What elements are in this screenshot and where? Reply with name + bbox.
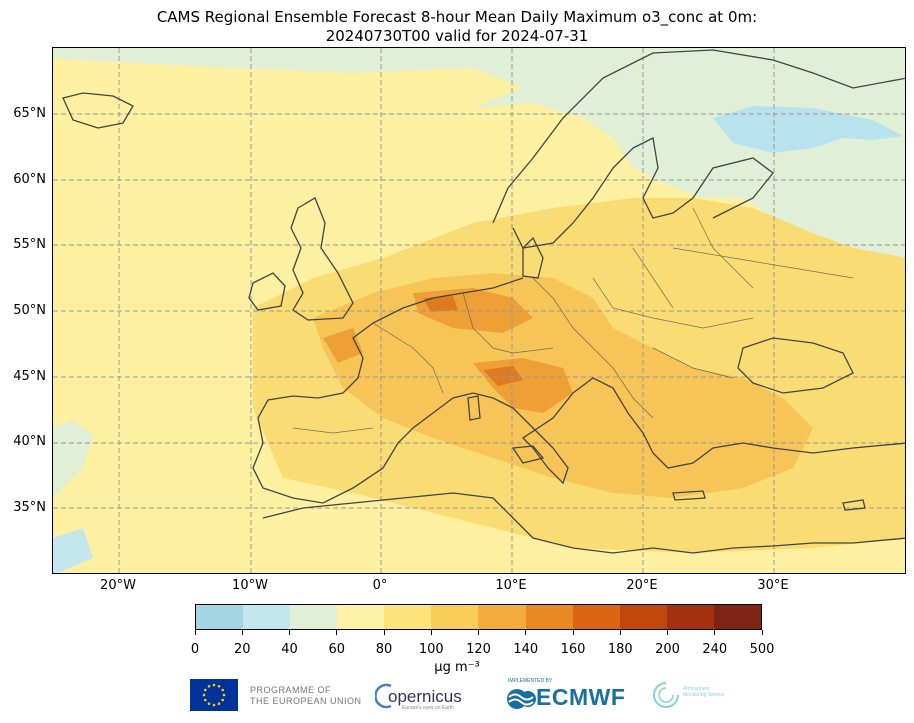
lon-label: 0° xyxy=(372,578,388,593)
coastlines xyxy=(62,49,905,554)
graticule xyxy=(53,48,905,573)
colorbar-tick-mark xyxy=(194,630,196,635)
coast-black-sea xyxy=(737,337,854,394)
colorbar-bin xyxy=(478,605,526,629)
colorbar-bin xyxy=(290,605,338,629)
colorbar-tick-label: 500 xyxy=(749,642,775,657)
colorbar xyxy=(195,604,762,630)
colorbar-tick-label: 160 xyxy=(560,642,586,657)
eu-flag-logo xyxy=(190,679,238,711)
lat-label: 45°N xyxy=(13,369,46,384)
field-20-40-finland xyxy=(713,106,903,153)
atmosphere-service-text: Atmosphere Monitoring Service xyxy=(683,686,725,698)
copernicus-c-icon xyxy=(375,683,392,709)
title-line-1: CAMS Regional Ensemble Forecast 8-hour M… xyxy=(156,8,758,26)
colorbar-tick-mark xyxy=(619,630,621,635)
field-40-60-atlantic xyxy=(53,420,93,498)
ozone-map[interactable] xyxy=(52,47,906,574)
colorbar-tick-label: 0 xyxy=(190,642,200,657)
map-canvas xyxy=(53,48,905,573)
field-20-40-atlantic xyxy=(53,528,93,573)
coast-ireland xyxy=(248,272,286,311)
field-140-160-france xyxy=(323,328,363,363)
lat-label: 65°N xyxy=(13,106,46,121)
colorbar-bin xyxy=(619,605,667,629)
coast-atlantic-iberia xyxy=(252,277,524,504)
colorbar-bin xyxy=(713,605,761,629)
colorbar-tick-mark xyxy=(478,630,479,635)
borders xyxy=(292,207,854,434)
lat-label: 35°N xyxy=(13,500,46,515)
lon-label: 30°E xyxy=(757,578,789,593)
lat-label: 50°N xyxy=(13,303,46,318)
colorbar-tick-label: 180 xyxy=(607,642,633,657)
colorbar-tick-mark xyxy=(761,630,763,635)
colorbar-bin xyxy=(384,605,432,629)
coast-scandinavia-west xyxy=(492,49,905,224)
eu-programme-text: PROGRAMME OF THE EUROPEAN UNION xyxy=(250,685,362,706)
coast-denmark xyxy=(522,236,544,279)
colorbar-tick-mark xyxy=(572,630,574,635)
colorbar-tick-label: 100 xyxy=(418,642,444,657)
title-line-2: 20240730T00 valid for 2024-07-31 xyxy=(325,27,589,45)
coast-iceland xyxy=(62,92,134,129)
ecmwf-wave-icon xyxy=(507,689,536,709)
map-title: CAMS Regional Ensemble Forecast 8-hour M… xyxy=(0,8,914,46)
logo-strip: PROGRAMME OF THE EUROPEAN UNION opernicu… xyxy=(190,676,790,716)
colorbar-tick-mark xyxy=(525,630,527,635)
coast-crete xyxy=(672,490,706,501)
colorbar-units: µg m⁻³ xyxy=(434,660,480,675)
colorbar-tick-mark xyxy=(430,630,432,635)
colorbar-tick-mark xyxy=(714,630,716,635)
coast-sicily xyxy=(511,445,545,464)
lon-label: 10°W xyxy=(232,578,268,593)
colorbar-bin xyxy=(666,605,714,629)
lat-label: 60°N xyxy=(13,172,46,187)
coast-africa xyxy=(262,492,905,554)
colorbar-tick-label: 240 xyxy=(702,642,728,657)
colorbar-tick-mark xyxy=(667,630,668,635)
field-60-80-band xyxy=(53,58,523,128)
lon-label: 20°W xyxy=(100,578,136,593)
copernicus-tagline: Europe's eyes on Earth xyxy=(402,705,454,711)
colorbar-tick-mark xyxy=(289,630,290,635)
colorbar-bin xyxy=(337,605,385,629)
colorbar-tick-label: 20 xyxy=(233,642,251,657)
colorbar-tick-label: 40 xyxy=(281,642,298,657)
colorbar-tick-label: 120 xyxy=(466,642,491,657)
coast-sardinia xyxy=(467,395,481,421)
colorbar-tick-mark xyxy=(383,630,385,635)
lat-label: 40°N xyxy=(13,434,46,449)
coast-med-north xyxy=(432,377,905,485)
colorbar-tick-label: 200 xyxy=(655,642,680,657)
colorbar-bin xyxy=(196,605,244,629)
colorbar-tick-label: 80 xyxy=(375,642,393,657)
colorbar-bin xyxy=(243,605,291,629)
lat-label: 55°N xyxy=(13,237,46,252)
colorbar-tick-label: 140 xyxy=(513,642,539,657)
coast-cyprus xyxy=(842,499,866,511)
implemented-by-text: IMPLEMENTED BY xyxy=(508,678,553,684)
copernicus-logo-text: opernicus xyxy=(388,687,462,706)
coast-baltic xyxy=(512,137,774,249)
colorbar-tick-mark xyxy=(336,630,338,635)
field-160-180-po xyxy=(483,366,523,386)
atmosphere-service-icon xyxy=(653,682,679,708)
ecmwf-logo-text: ECMWF xyxy=(536,684,626,710)
coast-britain xyxy=(290,197,354,321)
colorbar-bin xyxy=(525,605,573,629)
colorbar-bin xyxy=(431,605,479,629)
colorbar-bin xyxy=(572,605,620,629)
lon-label: 20°E xyxy=(626,578,658,593)
lon-label: 10°E xyxy=(495,578,527,593)
colorbar-tick-mark xyxy=(241,630,243,635)
field-160-180-nl xyxy=(423,296,458,312)
colorbar-tick-label: 60 xyxy=(328,642,346,657)
